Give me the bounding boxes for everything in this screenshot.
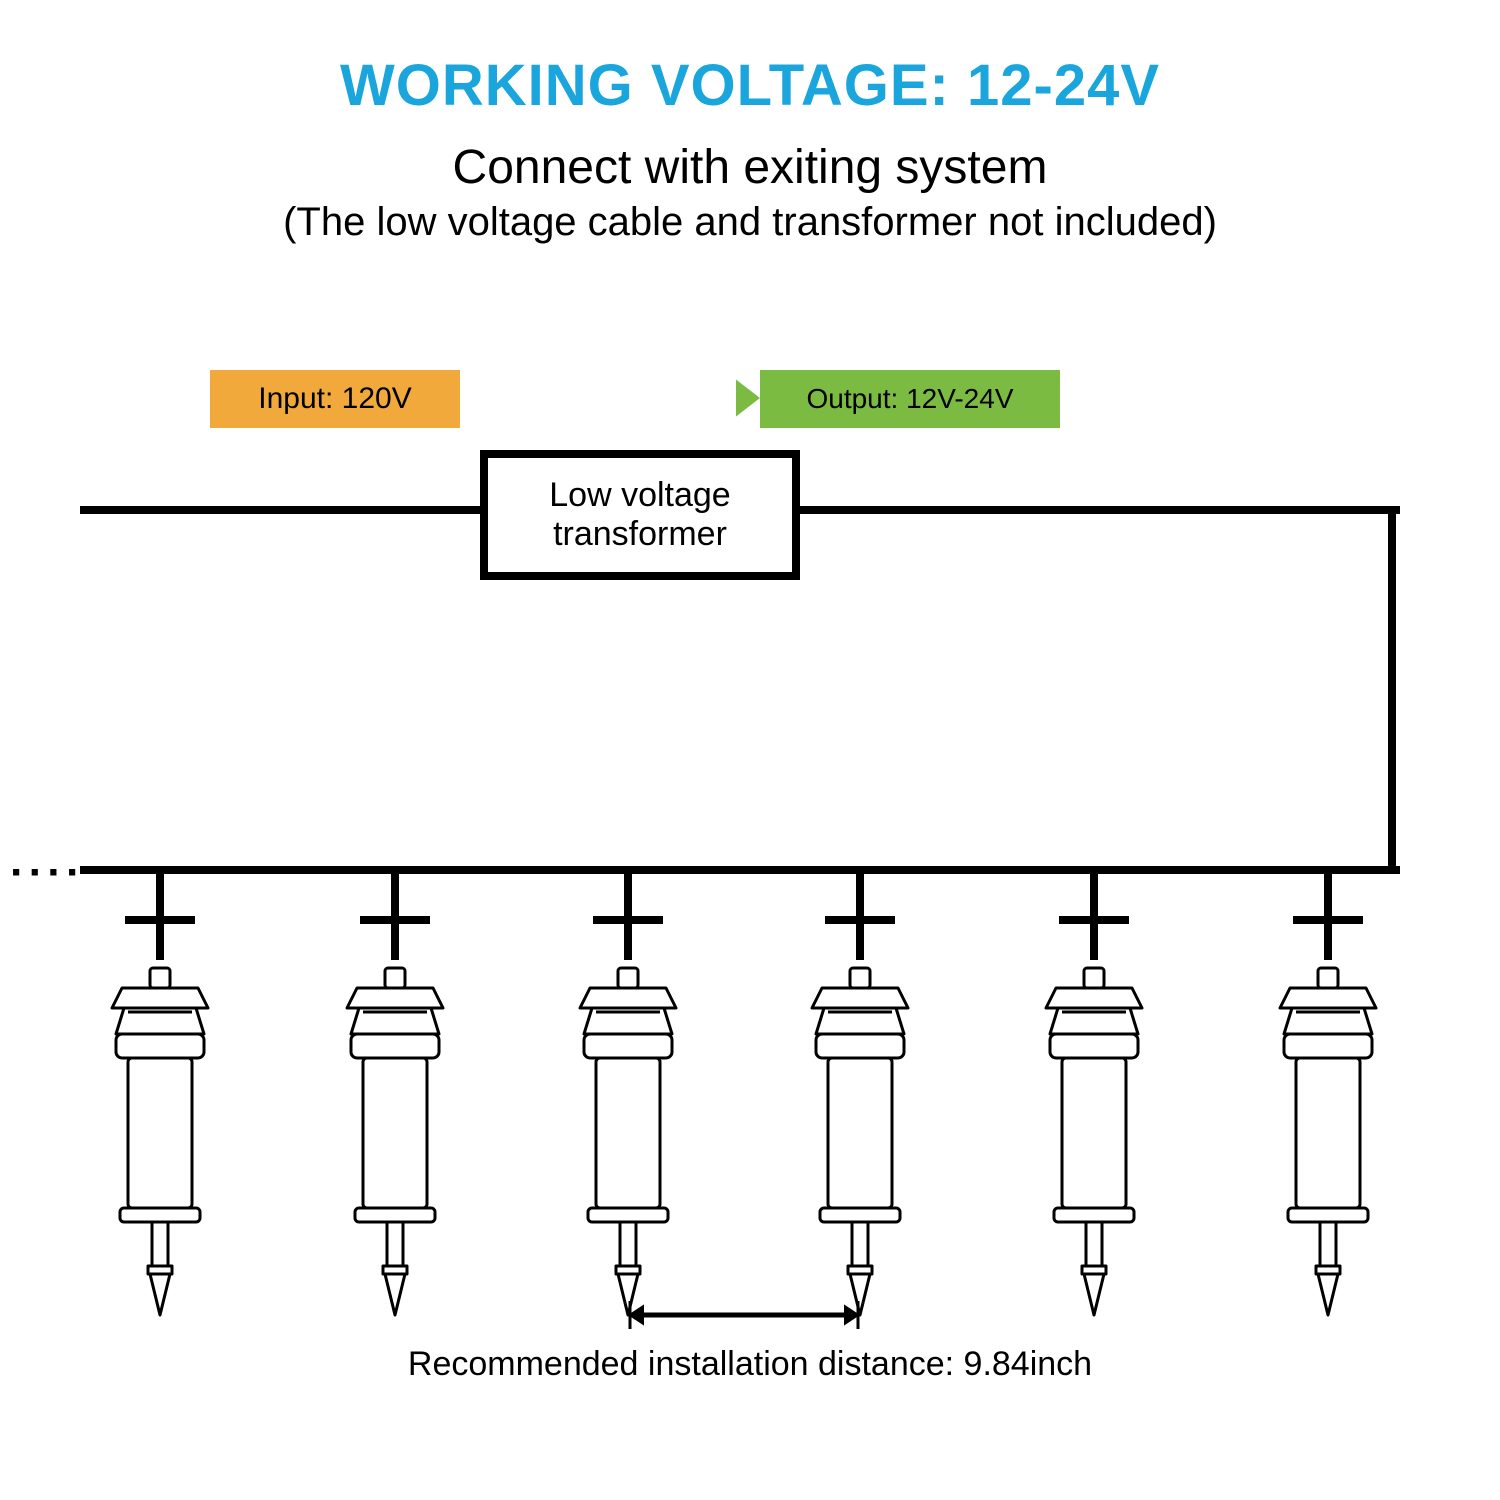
light-icon — [1034, 960, 1154, 1320]
connector-stub-4 — [1090, 920, 1098, 960]
light-fixture-4 — [1034, 960, 1154, 1320]
gradient-arrow-icon — [460, 374, 760, 422]
connector-drop-1 — [391, 870, 399, 920]
light-fixture-5 — [1268, 960, 1388, 1320]
footer-label: Recommended installation distance: 9.84i… — [0, 1345, 1500, 1384]
connector-stub-1 — [391, 920, 399, 960]
subtitle-2: (The low voltage cable and transformer n… — [0, 200, 1500, 245]
light-icon — [568, 960, 688, 1320]
light-fixture-1 — [335, 960, 455, 1320]
light-fixture-3 — [800, 960, 920, 1320]
transformer-box: Low voltage transformer — [480, 450, 800, 580]
light-icon — [800, 960, 920, 1320]
connector-drop-3 — [856, 870, 864, 920]
connector-drop-5 — [1324, 870, 1332, 920]
connector-drop-2 — [624, 870, 632, 920]
wire-main-bus — [80, 866, 1400, 874]
transformer-label: Low voltage transformer — [549, 476, 730, 554]
connector-drop-0 — [156, 870, 164, 920]
light-fixture-0 — [100, 960, 220, 1320]
wire-right-drop — [1388, 510, 1396, 870]
connector-stub-0 — [156, 920, 164, 960]
connector-stub-5 — [1324, 920, 1332, 960]
subtitle-1: Connect with exiting system — [0, 140, 1500, 195]
light-fixture-2 — [568, 960, 688, 1320]
input-badge: Input: 120V — [210, 370, 460, 428]
page-title: WORKING VOLTAGE: 12-24V — [0, 52, 1500, 119]
continuation-dots-icon: ···· — [10, 848, 85, 898]
connector-drop-4 — [1090, 870, 1098, 920]
light-icon — [100, 960, 220, 1320]
connector-stub-2 — [624, 920, 632, 960]
distance-arrow-icon — [628, 1295, 860, 1335]
wire-top-right — [792, 506, 1400, 514]
light-icon — [335, 960, 455, 1320]
light-icon — [1268, 960, 1388, 1320]
wire-top-left — [80, 506, 488, 514]
connector-stub-3 — [856, 920, 864, 960]
output-badge: Output: 12V-24V — [760, 370, 1060, 428]
